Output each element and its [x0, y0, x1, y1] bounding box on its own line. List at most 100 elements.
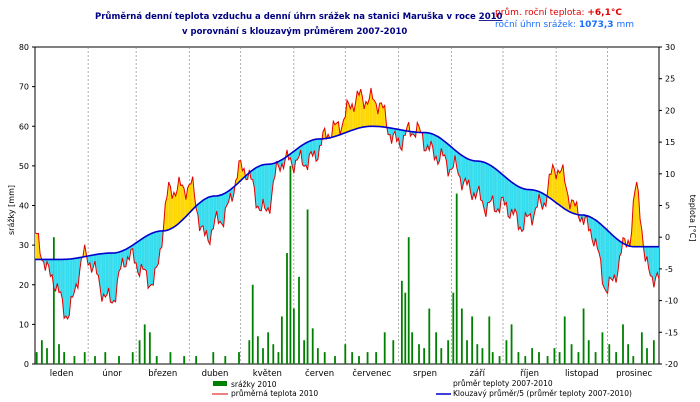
month-label: prosinec [616, 369, 652, 379]
temp-below-average-segment [592, 217, 594, 247]
precip-bar [608, 344, 611, 364]
precip-bar [418, 344, 420, 364]
temp-below-average-segment [305, 142, 308, 170]
right-tick-label: 0 [665, 233, 670, 242]
temp-above-average-segment [374, 100, 377, 127]
precip-bar [311, 328, 314, 364]
left-axis-title: srážky [mm] [7, 185, 16, 235]
temp-below-average-segment [511, 182, 514, 215]
temp-below-average-segment [263, 164, 265, 209]
left-tick-label: 0 [24, 360, 29, 369]
temp-above-average-segment [367, 98, 370, 127]
month-label: srpen [413, 369, 437, 379]
precip-bar [435, 332, 438, 364]
temp-below-average-segment [600, 224, 603, 284]
temp-below-average-segment [528, 189, 531, 216]
precip-bar [491, 352, 494, 364]
precip-bar [248, 340, 251, 364]
temp-below-average-segment [616, 238, 618, 283]
temp-below-average-segment [271, 163, 274, 197]
month-label: říjen [520, 369, 539, 379]
precip-bar [471, 316, 474, 364]
precip-bar [323, 352, 326, 364]
stat-annual-precip-unit: mm [616, 20, 634, 30]
temp-below-average-segment [451, 147, 454, 170]
temperature-lines [34, 87, 660, 320]
precip-bar [224, 356, 227, 364]
precip-bar [546, 356, 549, 364]
temp-below-average-segment [491, 165, 493, 201]
temp-below-average-segment [431, 133, 433, 147]
temp-below-average-segment [204, 198, 207, 236]
temp-below-average-segment [446, 142, 449, 177]
left-tick-label: 70 [19, 83, 29, 92]
precip-bar [632, 356, 635, 364]
temp-below-average-segment [251, 169, 253, 180]
precip-bar [570, 344, 573, 364]
precip-bar [582, 308, 585, 364]
precip-bar [351, 352, 354, 364]
temp-below-average-segment [595, 220, 598, 249]
temp-above-average-segment [335, 123, 337, 137]
precip-bar [272, 344, 275, 364]
temp-above-average-segment [179, 176, 181, 224]
right-tick-label: 5 [665, 202, 670, 211]
temp-below-average-segment [259, 165, 262, 211]
precip-bar [118, 356, 120, 364]
temp-below-average-segment [155, 231, 157, 269]
temp-below-average-segment [206, 197, 209, 241]
temp-below-average-segment [149, 233, 152, 287]
temp-above-average-segment [189, 183, 191, 213]
precip-bar [488, 316, 491, 364]
temp-below-average-segment [602, 225, 605, 288]
month-label: červen [305, 368, 334, 379]
right-tick-label: -10 [665, 297, 678, 306]
temp-below-average-segment [509, 180, 512, 219]
temp-below-average-segment [60, 259, 63, 300]
temp-above-average-segment [36, 233, 39, 260]
temp-above-average-segment [168, 182, 171, 230]
temp-below-average-segment [448, 144, 450, 177]
temp-below-average-segment [499, 172, 502, 213]
temp-below-average-segment [269, 163, 272, 214]
precip-bar [400, 280, 403, 364]
right-axis-title: teplota [°C] [688, 195, 697, 242]
month-label: červenec [352, 368, 391, 379]
temp-below-average-segment [139, 239, 142, 277]
precip-bar [517, 352, 520, 364]
precip-bar [510, 324, 513, 364]
temp-below-average-segment [482, 161, 485, 210]
temp-above-average-segment [347, 100, 349, 133]
precip-bar [83, 352, 86, 364]
temp-above-average-segment [623, 237, 625, 245]
precip-bar [455, 193, 458, 364]
precip-bar [577, 352, 580, 364]
temp-below-average-segment [137, 240, 140, 277]
temp-below-average-segment [55, 259, 58, 291]
temp-below-average-segment [542, 193, 545, 210]
temp-below-average-segment [101, 253, 104, 302]
temp-below-average-segment [316, 138, 318, 162]
temp-below-average-segment [612, 235, 615, 281]
precip-bar [262, 348, 264, 364]
temperature-line [34, 87, 660, 320]
temp-below-average-segment [504, 176, 507, 205]
precip-bar [404, 292, 407, 364]
temp-below-average-segment [518, 186, 521, 230]
temp-below-average-segment [489, 164, 491, 203]
temp-below-average-segment [458, 152, 461, 178]
temp-below-average-segment [497, 170, 500, 213]
right-tick-label: -15 [665, 328, 678, 337]
left-tick-label: 10 [19, 320, 29, 329]
temp-above-average-segment [362, 96, 365, 128]
temp-below-average-segment [434, 134, 437, 160]
temp-above-average-segment [360, 89, 363, 128]
temp-below-average-segment [141, 238, 143, 270]
temp-below-average-segment [105, 253, 107, 298]
precip-bar [155, 356, 158, 364]
temp-below-average-segment [115, 252, 118, 302]
precip-bar [411, 332, 414, 364]
temp-above-average-segment [636, 181, 639, 247]
temp-above-average-segment [343, 116, 346, 134]
temp-above-average-segment [640, 219, 642, 247]
